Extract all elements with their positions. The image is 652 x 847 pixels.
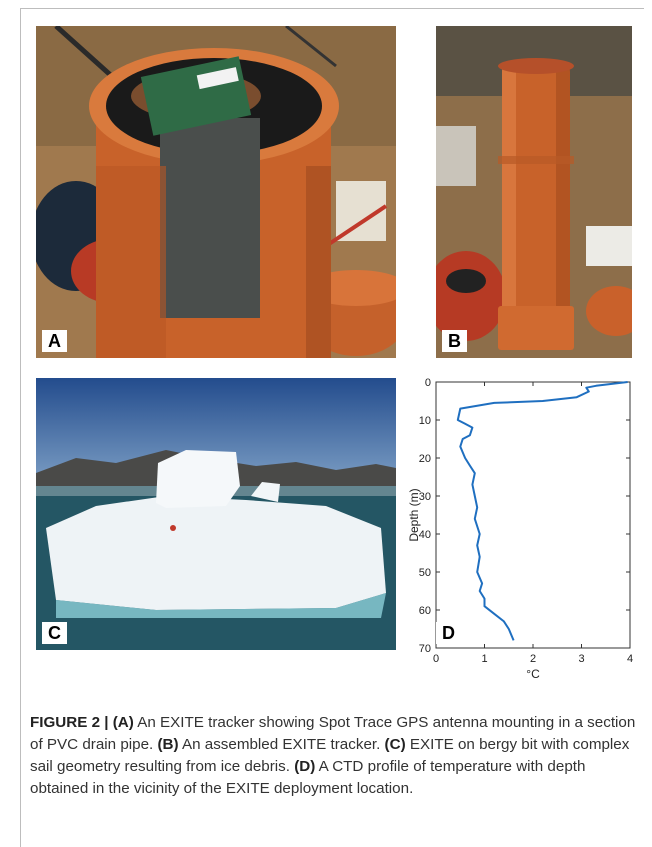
assembled-tracker-photo xyxy=(436,26,632,358)
caption-label-b: (B) xyxy=(157,736,179,753)
x-tick-label: 3 xyxy=(578,653,584,665)
y-tick-label: 0 xyxy=(425,377,431,389)
caption-text-d: A CTD profile of temperature with depth … xyxy=(30,758,586,797)
caption-label-a: (A) xyxy=(112,714,134,731)
figure-caption: FIGURE 2 | (A) An EXITE tracker showing … xyxy=(30,712,642,800)
x-tick-label: 4 xyxy=(627,653,633,665)
caption-text-a: An EXITE tracker showing Spot Trace GPS … xyxy=(30,714,636,753)
photo-panel-b: B xyxy=(436,26,632,358)
panel-label-a: A xyxy=(42,330,67,352)
y-tick-label: 70 xyxy=(419,643,431,655)
caption-text-b: An assembled EXITE tracker. xyxy=(178,736,385,753)
x-tick-label: 0 xyxy=(433,653,439,665)
figure-frame-left xyxy=(20,8,21,847)
panel-label-b: B xyxy=(442,330,467,352)
y-axis-label: Depth (m) xyxy=(408,488,421,541)
photo-panel-c: C xyxy=(36,378,396,650)
y-tick-label: 40 xyxy=(419,529,431,541)
caption-text-c: EXITE on bergy bit with complex sail geo… xyxy=(30,736,630,775)
y-tick-label: 60 xyxy=(419,605,431,617)
y-tick-label: 50 xyxy=(419,567,431,579)
y-tick-label: 20 xyxy=(419,453,431,465)
tracker-top-photo xyxy=(36,26,396,358)
x-tick-label: 1 xyxy=(481,653,487,665)
figure-frame-top xyxy=(20,8,644,9)
x-axis-label: °C xyxy=(526,667,540,681)
y-tick-label: 10 xyxy=(419,415,431,427)
caption-figure-label: FIGURE 2 | xyxy=(30,714,109,731)
plot-area xyxy=(435,381,631,649)
panel-label-d: D xyxy=(436,622,461,644)
caption-label-d: (D) xyxy=(294,758,316,775)
photo-panel-a: A xyxy=(36,26,396,358)
temperature-profile-line xyxy=(456,381,628,641)
y-tick-label: 30 xyxy=(419,491,431,503)
panel-label-c: C xyxy=(42,622,67,644)
caption-label-c: (C) xyxy=(384,736,406,753)
iceberg-photo xyxy=(36,378,396,650)
x-tick-label: 2 xyxy=(530,653,536,665)
